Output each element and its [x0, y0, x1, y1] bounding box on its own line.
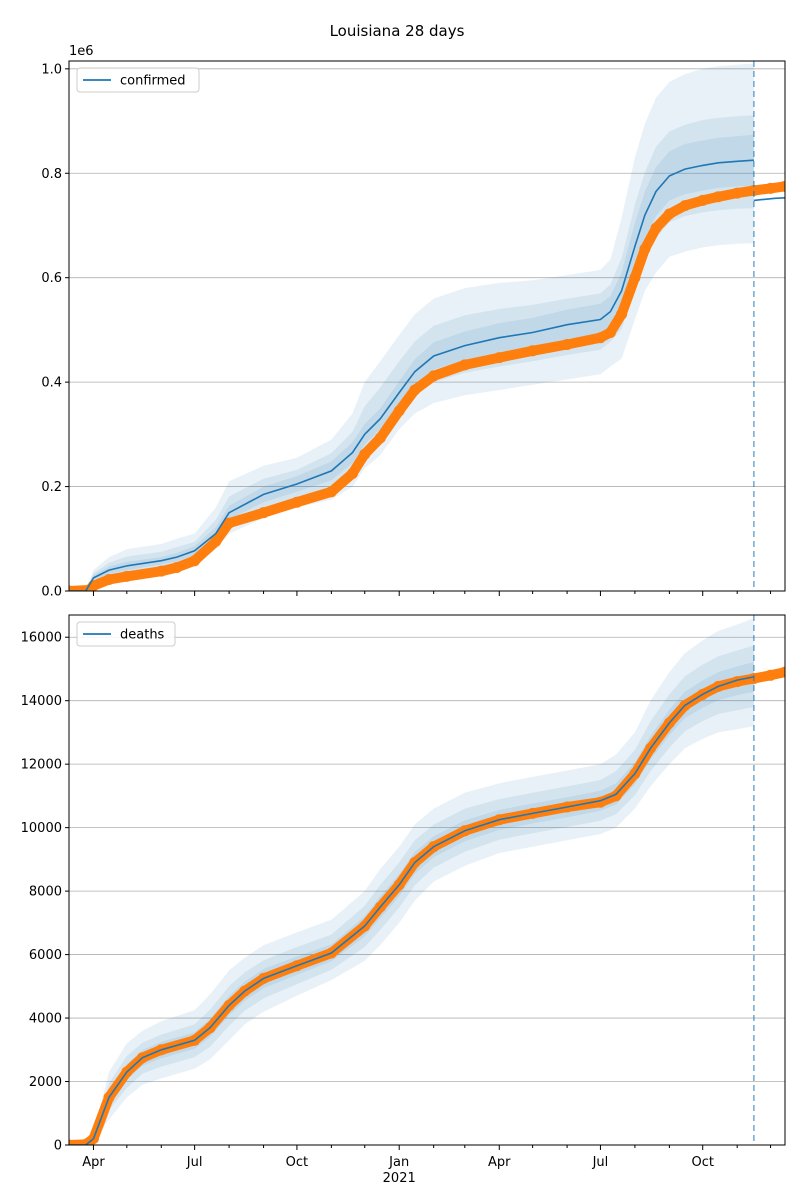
y-tick-label: 10000: [21, 821, 62, 836]
y-tick-label: 12000: [21, 758, 62, 773]
observed-point: [393, 405, 405, 417]
observed-point: [359, 448, 371, 460]
observed-point: [103, 574, 115, 586]
observed-point: [527, 345, 539, 357]
y-tick-label: 14000: [21, 694, 62, 709]
observed-point: [291, 496, 303, 508]
y-tick-label: 0.0: [41, 585, 62, 600]
observed-point: [69, 585, 75, 591]
y-tick-label: 0.8: [41, 167, 62, 182]
y-axis: 0.0 0.2 0.4 0.6 0.8 1.0: [41, 62, 69, 600]
axes-frame: [68, 614, 786, 1146]
uncertainty-band-middle: [69, 645, 754, 1145]
y-tick-label: 6000: [29, 948, 62, 963]
confirmed-panel: 0.0 0.2 0.4 0.6 0.8 1.0 1e6 confirmed: [41, 44, 786, 600]
legend-label: deaths: [120, 628, 165, 643]
y-tick-label: 0.4: [41, 376, 62, 391]
y-tick-label: 8000: [29, 885, 62, 900]
observed-point: [610, 790, 622, 802]
observed-point: [765, 182, 777, 194]
observed-point: [679, 200, 691, 212]
observed-point: [561, 339, 573, 351]
observed-point: [765, 669, 777, 681]
observed-point: [748, 184, 760, 196]
y-tick-label: 16000: [21, 631, 62, 646]
model-series-line: [69, 159, 754, 591]
legend: confirmed: [76, 67, 200, 93]
x-year-label: 2021: [383, 1171, 416, 1186]
observed-point: [493, 352, 505, 364]
observed-point: [121, 570, 133, 582]
uncertainty-band-outer: [69, 618, 754, 1145]
x-tick-label: Oct: [286, 1155, 308, 1170]
observed-point: [604, 327, 616, 339]
uncertainty-band-inner: [69, 134, 754, 591]
x-tick-label: Jan: [388, 1155, 409, 1170]
x-tick-label: Apr: [82, 1155, 105, 1170]
uncertainty-band-middle: [69, 115, 754, 591]
y-tick-label: 4000: [29, 1012, 62, 1027]
x-tick-label: Apr: [488, 1155, 511, 1170]
observed-point: [258, 507, 270, 519]
legend-box: [76, 621, 176, 647]
observed-point: [779, 180, 785, 192]
observed-point: [779, 666, 785, 678]
legend-label: confirmed: [120, 74, 186, 89]
y-tick-label: 0.6: [41, 271, 62, 286]
observed-point: [409, 384, 421, 396]
y-tick-label: 2000: [29, 1075, 62, 1090]
observed-point: [223, 517, 235, 529]
legend-box: [76, 67, 200, 93]
observed-point: [459, 359, 471, 371]
y-scale-label: 1e6: [69, 44, 94, 59]
observed-point: [731, 187, 743, 199]
observed-point: [712, 191, 724, 203]
observed-point: [347, 468, 359, 480]
observed-point: [325, 486, 337, 498]
observed-point: [171, 562, 183, 574]
x-tick-label: Jul: [592, 1155, 609, 1170]
observed-point: [616, 308, 628, 320]
axes-frame: [68, 60, 786, 592]
y-tick-label: 0: [54, 1139, 62, 1154]
observed-point: [639, 243, 651, 255]
observed-point: [374, 432, 386, 444]
plot-area: [69, 63, 785, 591]
x-axis: Apr Jul Oct Jan Apr Jul Oct 2021: [82, 1145, 772, 1186]
observed-point: [189, 555, 201, 567]
x-tick-label: Oct: [691, 1155, 713, 1170]
uncertainty-band-outer: [69, 63, 754, 591]
x-tick-label: Jul: [186, 1155, 203, 1170]
observed-point: [155, 565, 167, 577]
observed-point: [629, 272, 641, 284]
x-axis: [92, 591, 772, 596]
y-tick-label: 1.0: [41, 62, 62, 77]
deaths-panel: 0 2000 4000 6000 8000 10000 12000 14000 16000 Apr…: [21, 614, 786, 1186]
observed-point: [697, 194, 709, 206]
figure-title: Louisiana 28 days: [330, 22, 465, 40]
model-series-line: [69, 676, 755, 1145]
observed-point: [428, 370, 440, 382]
observed-point: [594, 332, 606, 344]
y-tick-label: 0.2: [41, 480, 62, 495]
observed-point: [69, 1139, 75, 1145]
legend: deaths: [76, 621, 176, 647]
observed-point: [650, 222, 662, 234]
plot-area: [69, 618, 785, 1145]
y-axis: 0 2000 4000 6000 8000 10000 12000 14000 16000: [21, 631, 69, 1154]
model-forecast-line: [753, 197, 785, 202]
observed-point: [663, 208, 675, 220]
observed-point: [210, 535, 222, 547]
